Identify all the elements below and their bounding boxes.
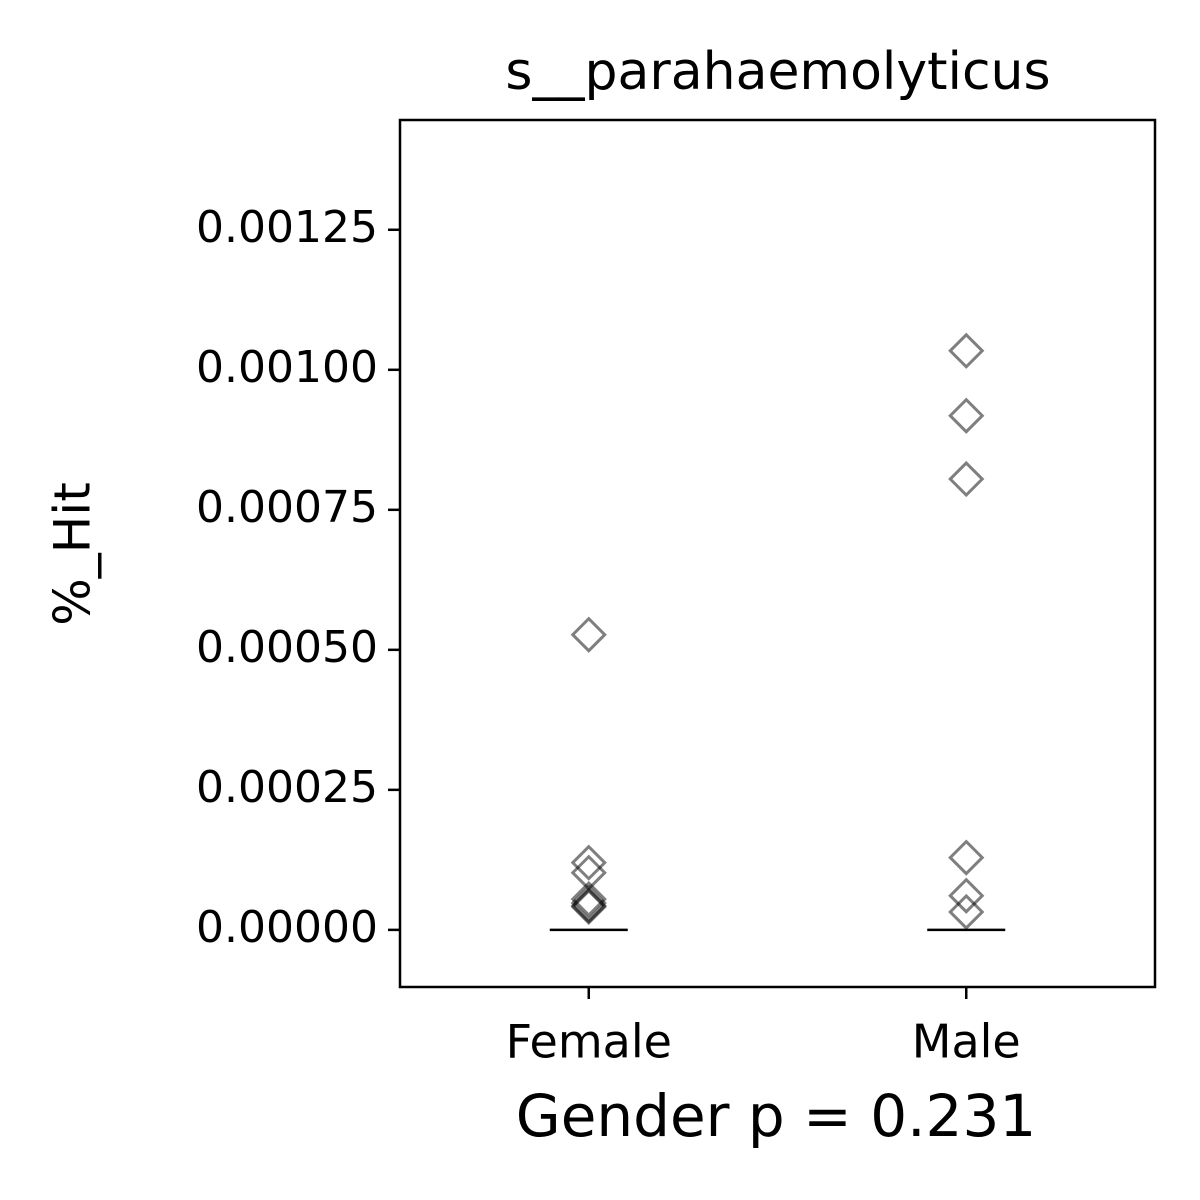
point <box>948 332 985 369</box>
point <box>948 893 985 931</box>
x-tick-label: Female <box>506 1015 672 1069</box>
point <box>948 839 985 876</box>
point <box>948 460 985 498</box>
point <box>948 397 985 434</box>
plot-frame <box>398 118 1157 989</box>
y-tick-label: 0.00000 <box>196 902 378 953</box>
point <box>948 877 985 914</box>
point <box>570 616 607 653</box>
y-tick-label: 0.00125 <box>196 202 378 253</box>
point <box>570 844 607 881</box>
y-axis-label: %_Hit <box>44 482 102 626</box>
y-tick-label: 0.00025 <box>196 762 378 813</box>
x-tick-label: Male <box>912 1015 1021 1069</box>
x-axis-label: Gender p = 0.231 <box>516 1082 1037 1150</box>
point <box>570 880 607 918</box>
y-tick-label: 0.00050 <box>196 622 378 673</box>
y-tick-label: 0.00100 <box>196 342 378 393</box>
y-tick-label: 0.00075 <box>196 482 378 533</box>
chart-title: s__parahaemolyticus <box>505 42 1050 102</box>
point <box>570 888 607 926</box>
point <box>570 884 607 922</box>
